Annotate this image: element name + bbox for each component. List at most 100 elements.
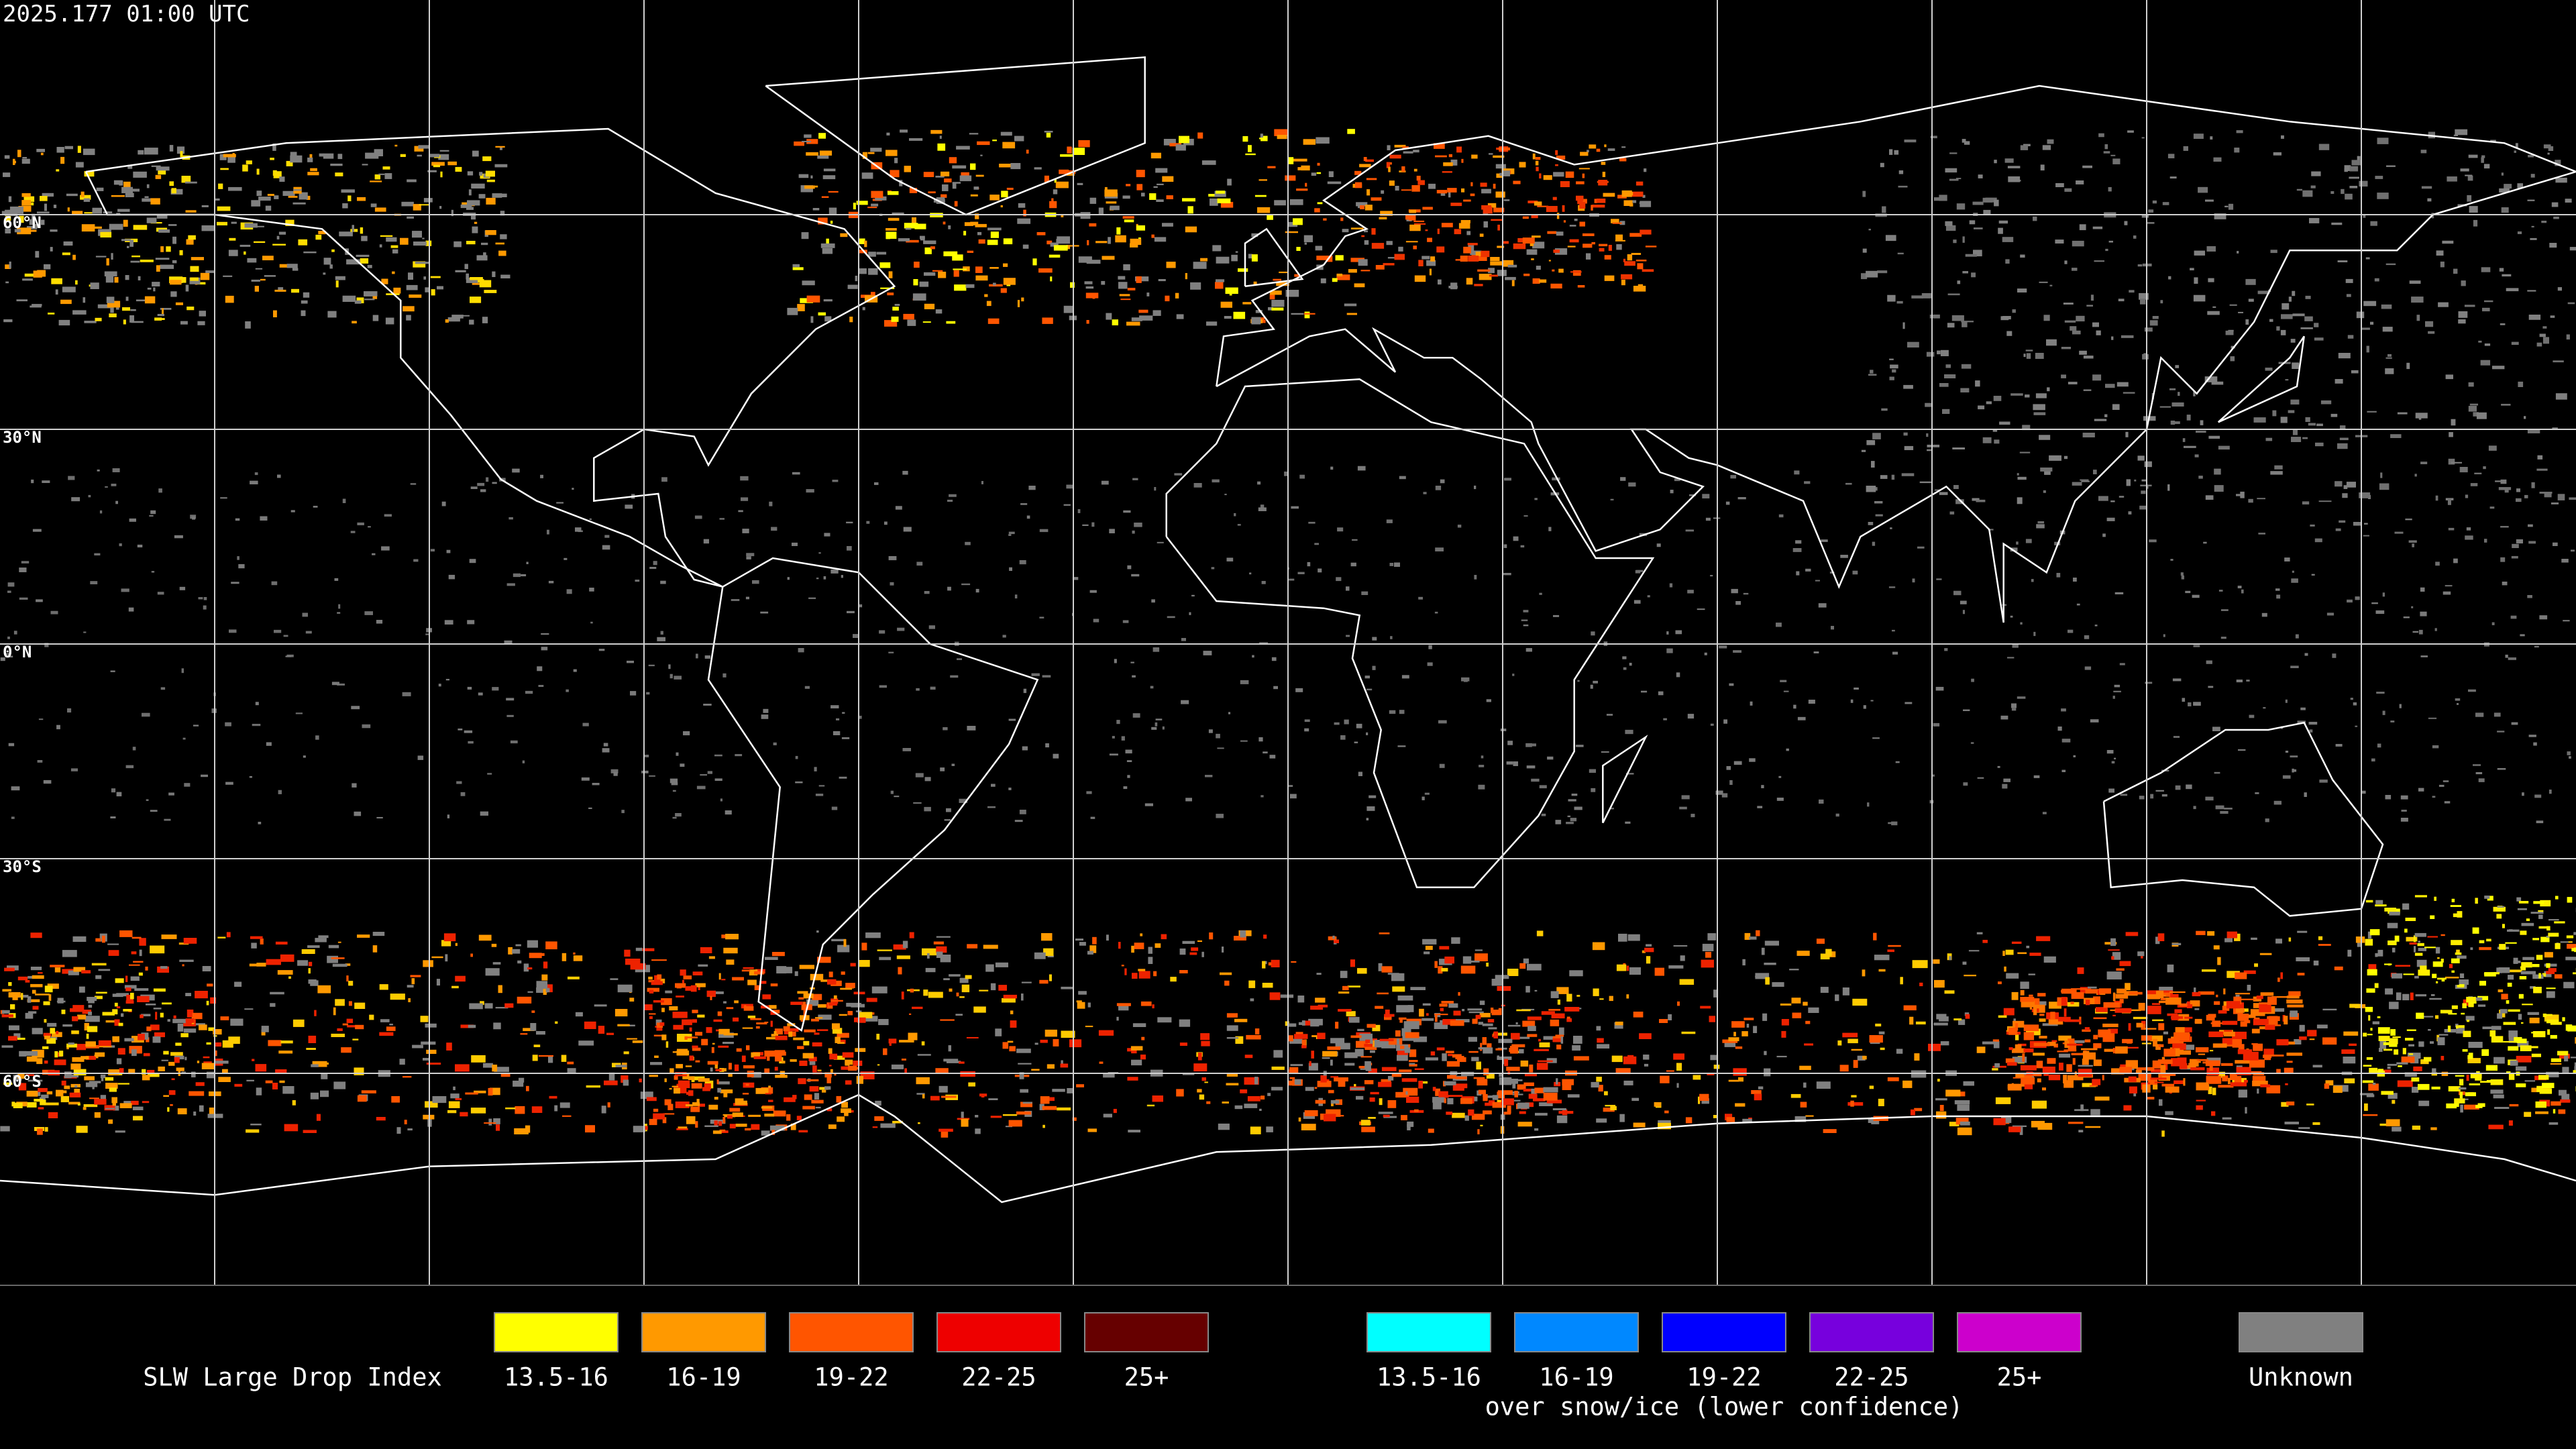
- cloud-pixel: [223, 275, 233, 277]
- cloud-pixel: [1255, 310, 1263, 313]
- cloud-pixel: [261, 1026, 269, 1032]
- cloud-pixel: [847, 546, 852, 551]
- cloud-pixel: [1369, 1097, 1375, 1102]
- cloud-pixel: [307, 157, 313, 162]
- cloud-pixel: [2538, 926, 2548, 929]
- cloud-pixel: [729, 1124, 736, 1129]
- cloud-pixel: [2392, 973, 2402, 979]
- cloud-pixel: [278, 1051, 293, 1054]
- cloud-pixel: [1944, 648, 1948, 651]
- cloud-pixel: [2363, 535, 2369, 537]
- cloud-pixel: [1756, 930, 1760, 936]
- cloud-pixel: [1086, 260, 1101, 264]
- cloud-pixel: [13, 631, 17, 635]
- cloud-pixel: [458, 729, 463, 731]
- cloud-pixel: [2330, 413, 2338, 417]
- cloud-pixel: [1043, 948, 1054, 957]
- cloud-pixel: [866, 998, 877, 1002]
- cloud-pixel: [817, 155, 829, 159]
- cloud-pixel: [254, 241, 266, 244]
- cloud-pixel: [2167, 1013, 2178, 1016]
- cloud-pixel: [1340, 735, 1346, 740]
- cloud-pixel: [1474, 949, 1483, 951]
- cloud-pixel: [1516, 1009, 1531, 1012]
- cloud-pixel: [2049, 284, 2053, 286]
- cloud-pixel: [1121, 965, 1124, 967]
- cloud-pixel: [2478, 778, 2485, 782]
- cloud-pixel: [1903, 384, 1913, 389]
- cloud-pixel: [2575, 1037, 2576, 1044]
- cloud-pixel: [1525, 648, 1532, 652]
- cloud-pixel: [2230, 356, 2235, 362]
- cloud-pixel: [2080, 479, 2089, 481]
- cloud-pixel: [1572, 270, 1581, 276]
- cloud-pixel: [131, 189, 140, 192]
- cloud-pixel: [2061, 347, 2071, 350]
- cloud-pixel: [2511, 722, 2518, 725]
- cloud-pixel: [2205, 199, 2214, 202]
- cloud-pixel: [80, 191, 85, 197]
- cloud-pixel: [272, 170, 277, 176]
- cloud-pixel: [297, 960, 309, 966]
- cloud-pixel: [1450, 1020, 1464, 1026]
- cloud-pixel: [2292, 430, 2298, 435]
- cloud-pixel: [532, 1055, 538, 1061]
- cloud-pixel: [31, 479, 34, 484]
- cloud-pixel: [975, 213, 979, 219]
- cloud-pixel: [799, 1061, 808, 1066]
- cloud-pixel: [2304, 653, 2308, 656]
- cloud-pixel: [1504, 478, 1511, 481]
- cloud-pixel: [2553, 216, 2559, 219]
- cloud-pixel: [2409, 942, 2417, 945]
- cloud-pixel: [2026, 1028, 2041, 1036]
- cloud-pixel: [2447, 498, 2451, 505]
- cloud-pixel: [1751, 1090, 1762, 1094]
- cloud-pixel: [2292, 313, 2305, 317]
- cloud-pixel: [230, 1018, 244, 1026]
- cloud-pixel: [1152, 310, 1161, 316]
- cloud-pixel: [649, 567, 657, 570]
- cloud-pixel: [2254, 963, 2258, 967]
- cloud-pixel: [2288, 991, 2301, 997]
- cloud-pixel: [714, 1061, 718, 1069]
- cloud-pixel: [131, 321, 144, 323]
- cloud-pixel: [776, 966, 787, 974]
- cloud-pixel: [342, 1023, 348, 1026]
- cloud-pixel: [2314, 337, 2324, 341]
- cloud-pixel: [2339, 437, 2349, 441]
- cloud-pixel: [1406, 1096, 1419, 1103]
- cloud-pixel: [880, 287, 895, 289]
- cloud-pixel: [2349, 166, 2359, 172]
- cloud-pixel: [188, 235, 196, 240]
- cloud-pixel: [1182, 941, 1195, 944]
- cloud-pixel: [2245, 319, 2249, 325]
- cloud-pixel: [717, 1011, 722, 1016]
- cloud-pixel: [1536, 1063, 1548, 1070]
- cloud-pixel: [2305, 295, 2311, 299]
- cloud-pixel: [800, 298, 813, 303]
- cloud-pixel: [2257, 290, 2270, 294]
- cloud-pixel: [885, 235, 890, 239]
- cloud-pixel: [1625, 729, 1633, 735]
- cloud-pixel: [955, 1014, 963, 1016]
- cloud-pixel: [1360, 1056, 1372, 1058]
- cloud-pixel: [879, 630, 885, 634]
- cloud-pixel: [469, 559, 476, 564]
- cloud-pixel: [182, 737, 186, 740]
- cloud-pixel: [861, 172, 873, 179]
- cloud-pixel: [1880, 1047, 1885, 1051]
- cloud-pixel: [734, 1000, 739, 1004]
- cloud-pixel: [562, 1115, 572, 1117]
- cloud-pixel: [1866, 270, 1878, 278]
- cloud-pixel: [1336, 273, 1343, 276]
- cloud-pixel: [1480, 182, 1487, 187]
- cloud-pixel: [1193, 1063, 1208, 1072]
- cloud-pixel: [1372, 637, 1377, 641]
- cloud-pixel: [2217, 957, 2221, 965]
- cloud-pixel: [1701, 959, 1714, 968]
- cloud-pixel: [127, 246, 129, 248]
- cloud-pixel: [1726, 766, 1731, 770]
- cloud-pixel: [1601, 751, 1609, 753]
- cloud-pixel: [315, 735, 319, 740]
- cloud-pixel: [1590, 684, 1593, 689]
